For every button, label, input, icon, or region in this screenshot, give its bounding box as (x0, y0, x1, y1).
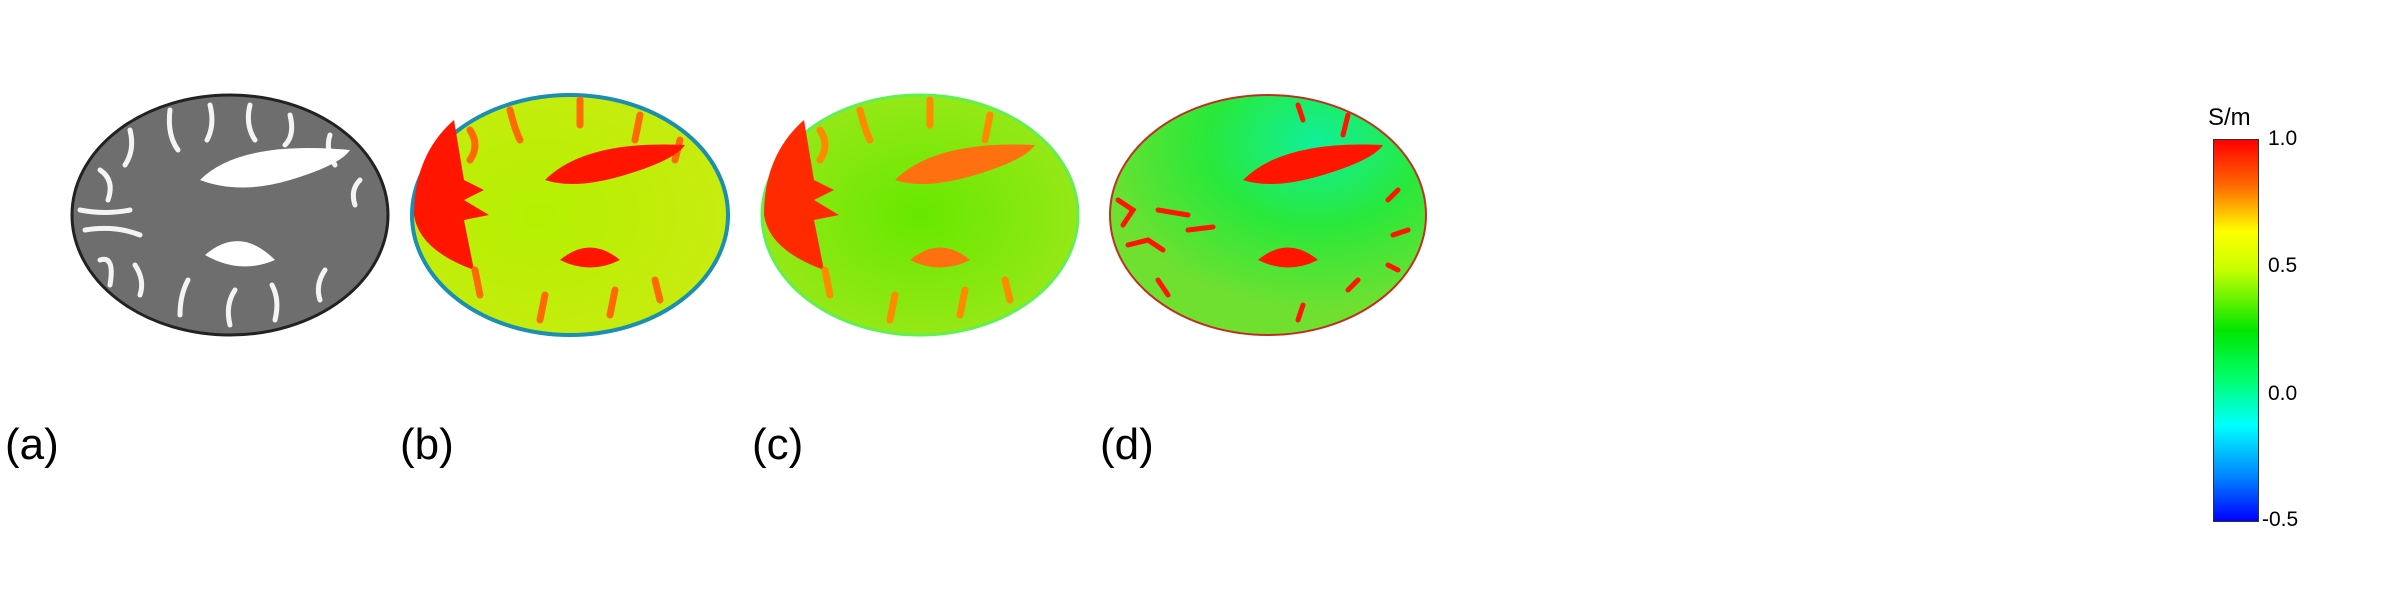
colorbar (2213, 139, 2259, 522)
colorbar-tick: -0.5 (2262, 508, 2299, 531)
colorbar-tick: 1.0 (2268, 127, 2298, 150)
panel-c-conductivity-map (760, 93, 1080, 337)
panel-a-mri-image (70, 93, 390, 337)
panel-label-d: (d) (1100, 420, 1154, 469)
panel-label-a: (a) (5, 420, 59, 469)
colorbar-tick: 0.5 (2268, 254, 2298, 277)
colorbar-unit: S/m (2208, 104, 2251, 131)
panel-label-c: (c) (752, 420, 804, 469)
panel-label-b: (b) (400, 420, 454, 469)
panel-d-conductivity-map (1109, 94, 1427, 336)
panel-b-conductivity-map (410, 93, 730, 337)
colorbar-tick: 0.0 (2268, 382, 2298, 405)
